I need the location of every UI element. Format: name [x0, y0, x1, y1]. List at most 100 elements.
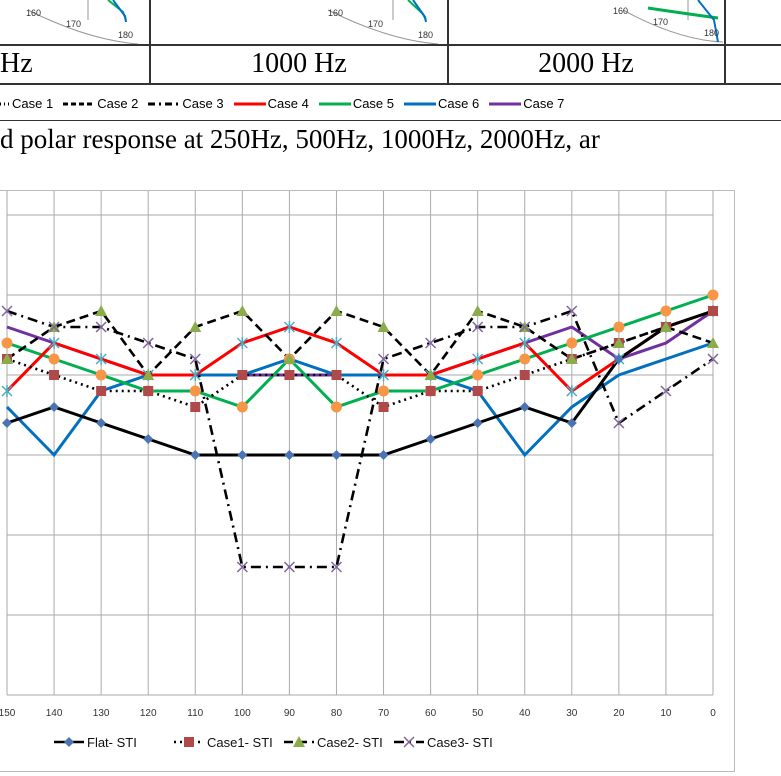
- legend-label: Case 2: [97, 96, 139, 111]
- data-point: [660, 385, 672, 397]
- legend-label: Case 1: [12, 96, 54, 111]
- data-point: [283, 321, 295, 333]
- data-point: [96, 418, 107, 428]
- x-tick-label: 60: [425, 708, 437, 719]
- polar-label: 180: [118, 30, 134, 40]
- data-point: [331, 450, 342, 460]
- data-point: [142, 369, 155, 380]
- data-point: [189, 321, 202, 332]
- data-point: [519, 353, 531, 365]
- data-point: [237, 370, 248, 380]
- series-line: [5, 309, 714, 393]
- x-tick-label: 10: [660, 708, 672, 719]
- data-point: [425, 386, 436, 396]
- data-point: [566, 305, 578, 317]
- x-tick-label: 20: [613, 708, 625, 719]
- data-point: [143, 434, 154, 444]
- data-point: [519, 370, 530, 380]
- legend-line-icon: [318, 102, 351, 105]
- x-tick-label: 40: [519, 708, 531, 719]
- series-line: [6, 293, 714, 409]
- data-point: [566, 418, 577, 428]
- x-tick-label: 140: [46, 708, 63, 719]
- data-point: [284, 450, 295, 460]
- frequency-cell: 2000 Hz: [538, 48, 634, 79]
- legend-line-icon: [489, 102, 522, 105]
- legend-label: Case 3: [182, 96, 224, 111]
- legend-item: Case 6: [404, 96, 479, 111]
- data-point: [472, 369, 484, 381]
- data-point: [95, 369, 107, 381]
- table-divider: [0, 44, 781, 46]
- data-point: [1, 353, 13, 364]
- x-tick-label: 100: [234, 708, 251, 719]
- table-divider: [724, 0, 726, 85]
- divider: [0, 120, 781, 121]
- data-point: [95, 353, 107, 365]
- data-point: [236, 337, 248, 349]
- data-point: [613, 321, 625, 333]
- data-point: [284, 370, 295, 380]
- frequency-table: 160 170 180 160 170 180 160 170 180: [0, 0, 781, 86]
- legend-line-icon: [63, 102, 96, 105]
- legend-line-icon: [404, 102, 437, 105]
- data-point: [48, 321, 60, 333]
- polar-label: 180: [418, 30, 434, 40]
- data-point: [378, 402, 389, 412]
- data-point: [377, 321, 390, 332]
- legend-label: Case 7: [523, 96, 565, 111]
- polar-label: 170: [368, 19, 384, 29]
- legend-label: Case 4: [267, 96, 309, 111]
- legend-line-icon: [0, 102, 10, 105]
- data-point: [613, 354, 624, 364]
- series-line: [6, 309, 714, 409]
- x-tick-label: 110: [187, 708, 203, 719]
- legend-marker-icon: [64, 737, 74, 747]
- x-tick-label: 130: [93, 708, 110, 719]
- x-tick-label: 70: [378, 708, 390, 719]
- table-divider: [447, 0, 449, 85]
- legend-label: Case2- STI: [317, 735, 383, 750]
- polar-label: 170: [66, 19, 82, 29]
- x-tick-label: 150: [0, 708, 16, 719]
- legend-label: Case 6: [438, 96, 480, 111]
- legend-item: Case 3: [148, 96, 224, 111]
- legend-marker-icon: [403, 736, 415, 748]
- data-point: [330, 305, 343, 316]
- data-point: [378, 450, 389, 460]
- data-point: [330, 561, 342, 573]
- data-point: [189, 353, 201, 365]
- data-point: [378, 369, 390, 381]
- data-point: [612, 337, 625, 348]
- legend-marker-icon: [293, 736, 305, 747]
- x-tick-label: 50: [472, 708, 484, 719]
- data-point: [1, 337, 13, 349]
- data-point: [425, 434, 436, 444]
- sti-chart: 150 140 130 120 110 100 90 80 70 60 50 40 30 20 10 0 Fla…: [0, 185, 735, 772]
- data-point: [519, 402, 530, 412]
- data-point: [707, 353, 719, 365]
- legend-marker-icon: [184, 737, 194, 747]
- data-point: [330, 337, 342, 349]
- data-point: [472, 353, 484, 365]
- polar-label: 160: [613, 6, 629, 16]
- figure-caption: d polar response at 250Hz, 500Hz, 1000Hz…: [0, 124, 600, 154]
- data-point: [95, 321, 107, 333]
- series-line: [6, 309, 714, 457]
- data-point: [236, 401, 248, 413]
- legend-item: Case 1: [0, 96, 53, 111]
- sti-line-chart: 150 140 130 120 110 100 90 80 70 60 50 40 30 20 10 0Fla…: [0, 185, 719, 750]
- x-tick-label: 0: [710, 708, 716, 719]
- data-point: [189, 369, 201, 381]
- data-point: [331, 370, 342, 380]
- polar-label: 160: [328, 8, 344, 18]
- data-point: [48, 353, 60, 365]
- data-point: [96, 386, 107, 396]
- data-point: [519, 321, 531, 333]
- data-point: [1, 305, 13, 317]
- series-line: [6, 309, 714, 569]
- data-point: [565, 353, 578, 364]
- polar-plot-fragments: [27, 0, 724, 45]
- data-point: [48, 337, 60, 349]
- x-tick-label: 90: [284, 708, 296, 719]
